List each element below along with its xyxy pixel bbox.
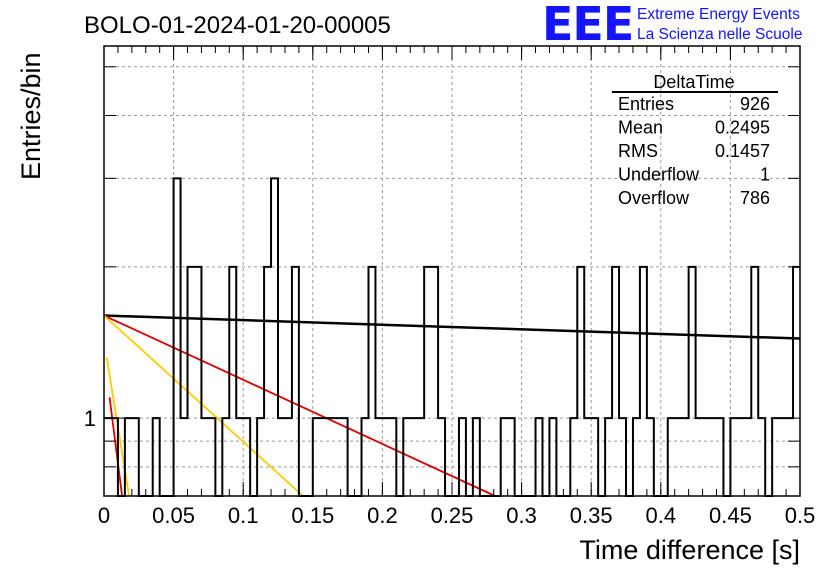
x-tick-label: 0	[98, 503, 110, 528]
y-tick-labels: 1	[84, 406, 96, 431]
stats-value: 1	[760, 165, 770, 185]
stats-label: Overflow	[618, 188, 690, 208]
x-tick-label: 0.1	[228, 503, 259, 528]
y-tick-label: 1	[84, 406, 96, 431]
logo-line-2: La Scienza nelle Scuole	[637, 26, 802, 43]
x-tick-label: 0.4	[646, 503, 677, 528]
fit-line	[103, 314, 801, 340]
stats-value: 0.1457	[715, 141, 770, 161]
axes	[103, 45, 801, 497]
stats-value: 0.2495	[715, 118, 770, 138]
stats-value: 786	[740, 188, 770, 208]
stats-label: Entries	[618, 94, 674, 114]
logo-mark: EEE	[542, 0, 633, 51]
x-tick-label: 0.25	[431, 503, 474, 528]
x-tick-label: 0.3	[506, 503, 537, 528]
plot-title: BOLO-01-2024-01-20-00005	[84, 12, 391, 39]
x-tick-label: 0.05	[152, 503, 195, 528]
stats-box: DeltaTime Entries 926 Mean 0.2495 RMS 0.1457 U…	[612, 72, 778, 208]
fit-line	[103, 314, 304, 497]
x-tick-label: 0.2	[367, 503, 398, 528]
x-tick-label: 0.35	[570, 503, 613, 528]
logo-line-1: Extreme Energy Events	[637, 6, 800, 23]
stats-value: 926	[740, 94, 770, 114]
plot-frame	[103, 45, 801, 497]
x-tick-label: 0.5	[785, 503, 816, 528]
stats-label: RMS	[618, 141, 658, 161]
fit-line	[108, 397, 123, 497]
stats-label: Mean	[618, 118, 663, 138]
stats-name: DeltaTime	[653, 72, 734, 92]
x-tick-labels: 0 0.05 0.1 0.15 0.2 0.25 0.3 0.35 0.4 0.45 0.5	[98, 503, 815, 528]
x-tick-label: 0.45	[709, 503, 752, 528]
x-axis-title: Time difference [s]	[579, 535, 800, 565]
eee-logo: EEE Extreme Energy Events La Scienza nel…	[542, 0, 802, 51]
y-axis-title: Entries/bin	[16, 52, 46, 180]
stats-label: Underflow	[618, 165, 700, 185]
grid-lines	[104, 46, 800, 497]
x-tick-label: 0.15	[291, 503, 334, 528]
